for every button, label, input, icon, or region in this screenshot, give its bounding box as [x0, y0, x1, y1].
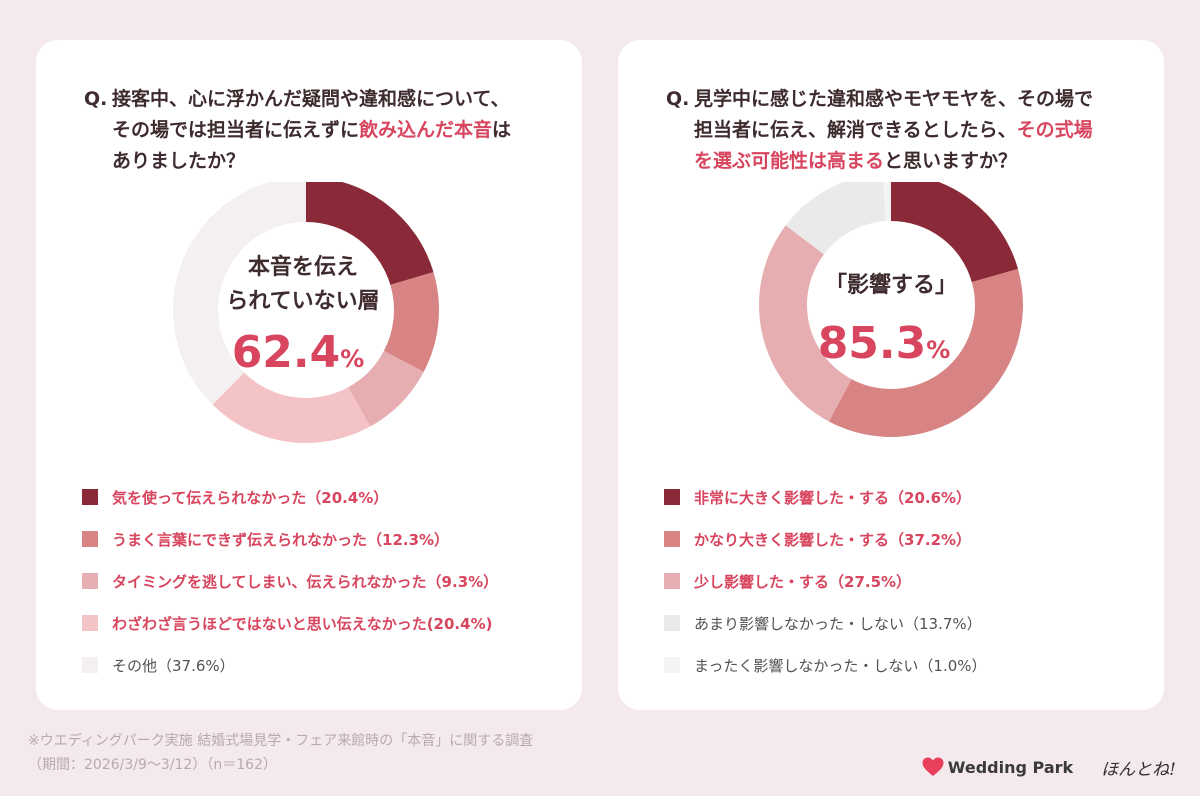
right-center-value: 85.3	[818, 318, 927, 369]
brand-name: Wedding Park	[947, 757, 1074, 777]
legend-label: うまく言葉にできず伝えられなかった（12.3%）	[112, 530, 450, 549]
question-line-3-end: と思いますか？	[884, 150, 1018, 172]
legend-item: かなり大きく影響した・する（37.2%）	[664, 518, 1144, 560]
legend-swatch	[664, 615, 680, 631]
legend-item: うまく言葉にできず伝えられなかった（12.3%）	[82, 518, 562, 560]
legend-label: タイミングを逃してしまい、伝えられなかった（9.3%）	[112, 572, 499, 591]
legend-item: 少し影響した・する（27.5%）	[664, 560, 1144, 602]
legend-swatch	[664, 657, 680, 673]
right-question: Q. 見学中に感じた違和感やモヤモヤを、その場で 担当者に伝え、解消できるとしたら…	[666, 84, 1136, 177]
left-center-value: 62.4	[232, 327, 341, 378]
legend-label: 気を使って伝えられなかった（20.4%）	[112, 488, 389, 507]
legend-label: その他（37.6%）	[112, 656, 235, 675]
right-donut-slices	[759, 182, 1023, 438]
left-survey-card: Q. 接客中、心に浮かんだ疑問や違和感について、 その場では担当者に伝えずに飲み込…	[36, 40, 582, 710]
legend-swatch	[664, 573, 680, 589]
right-center-label: 「影響する」	[825, 272, 957, 298]
legend-swatch	[82, 489, 98, 505]
legend-swatch	[82, 573, 98, 589]
left-center-value-group: 62.4%	[232, 327, 365, 378]
left-donut-slice-1	[306, 182, 434, 285]
legend-item: 気を使って伝えられなかった（20.4%）	[82, 476, 562, 518]
left-legend: 気を使って伝えられなかった（20.4%） うまく言葉にできず伝えられなかった（12…	[82, 476, 562, 686]
legend-swatch	[82, 657, 98, 673]
question-prefix: Q.	[84, 88, 108, 110]
footnote-line-1: ※ウエディングパーク実施 結婚式場見学・フェア来館時の「本音」に関する調査	[28, 733, 534, 749]
right-donut-chart: 「影響する」 85.3%	[759, 182, 1023, 438]
legend-item: まったく影響しなかった・しない（1.0%）	[664, 644, 1144, 686]
right-donut-slice-3	[759, 225, 852, 422]
left-center-unit: %	[340, 345, 364, 373]
left-donut-slice-5	[173, 182, 306, 405]
question-highlight-2: を選ぶ可能性は高まる	[694, 150, 885, 172]
question-highlight: その式場	[1016, 119, 1093, 141]
legend-swatch	[82, 615, 98, 631]
question-line-3: ありましたか？	[112, 150, 246, 172]
heart-icon	[922, 757, 944, 776]
legend-label: あまり影響しなかった・しない（13.7%）	[694, 614, 982, 633]
legend-item: 非常に大きく影響した・する（20.6%）	[664, 476, 1144, 518]
left-donut-slice-4	[212, 372, 371, 443]
left-question: Q. 接客中、心に浮かんだ疑問や違和感について、 その場では担当者に伝えずに飲み込…	[84, 84, 554, 177]
left-donut-chart: 本音を伝え られていない層 62.4%	[173, 182, 440, 443]
question-line-1: 見学中に感じた違和感やモヤモヤを、その場で	[694, 88, 1094, 110]
left-donut-slice-2	[383, 272, 440, 372]
legend-label: 少し影響した・する（27.5%）	[694, 572, 912, 591]
footnote-line-2: （期間：2026/3/9〜3/12）（n＝162）	[28, 757, 277, 773]
left-donut-slices	[173, 182, 440, 443]
legend-item: その他（37.6%）	[82, 644, 562, 686]
legend-item: タイミングを逃してしまい、伝えられなかった（9.3%）	[82, 560, 562, 602]
legend-label: わざわざ言うほどではないと思い伝えなかった(20.4%)	[112, 614, 493, 633]
survey-footnote: ※ウエディングパーク実施 結婚式場見学・フェア来館時の「本音」に関する調査 （期…	[28, 729, 533, 777]
legend-swatch	[82, 531, 98, 547]
brand-logo: Wedding Park ほんとね!	[922, 752, 1176, 782]
right-center-unit: %	[926, 336, 950, 364]
legend-label: かなり大きく影響した・する（37.2%）	[694, 530, 972, 549]
left-center-label-2: られていない層	[226, 289, 379, 314]
right-donut-slice-2	[828, 268, 1023, 438]
legend-label: 非常に大きく影響した・する（20.6%）	[694, 488, 972, 507]
left-donut-slice-3	[348, 350, 424, 427]
question-prefix: Q.	[666, 88, 690, 110]
question-line-2-end: は	[492, 119, 512, 141]
legend-label: まったく影響しなかった・しない（1.0%）	[694, 656, 987, 675]
right-survey-card: Q. 見学中に感じた違和感やモヤモヤを、その場で 担当者に伝え、解消できるとしたら…	[618, 40, 1164, 710]
right-center-value-group: 85.3%	[818, 318, 951, 369]
legend-item: あまり影響しなかった・しない（13.7%）	[664, 602, 1144, 644]
question-line-1: 接客中、心に浮かんだ疑問や違和感について、	[112, 88, 510, 110]
right-donut-slice-5	[883, 182, 891, 222]
right-donut-slice-4	[785, 182, 886, 255]
right-legend: 非常に大きく影響した・する（20.6%） かなり大きく影響した・する（37.2%）…	[664, 476, 1144, 686]
question-line-2: 担当者に伝え、解消できるとしたら、	[694, 119, 1017, 141]
left-center-label-1: 本音を伝え	[248, 254, 358, 280]
legend-item: わざわざ言うほどではないと思い伝えなかった(20.4%)	[82, 602, 562, 644]
question-line-2: その場では担当者に伝えずに	[112, 119, 360, 141]
question-highlight: 飲み込んだ本音	[359, 119, 493, 141]
brand-tagline: ほんとね!	[1101, 759, 1176, 780]
right-donut-slice-1	[891, 182, 1018, 283]
legend-swatch	[664, 531, 680, 547]
legend-swatch	[664, 489, 680, 505]
